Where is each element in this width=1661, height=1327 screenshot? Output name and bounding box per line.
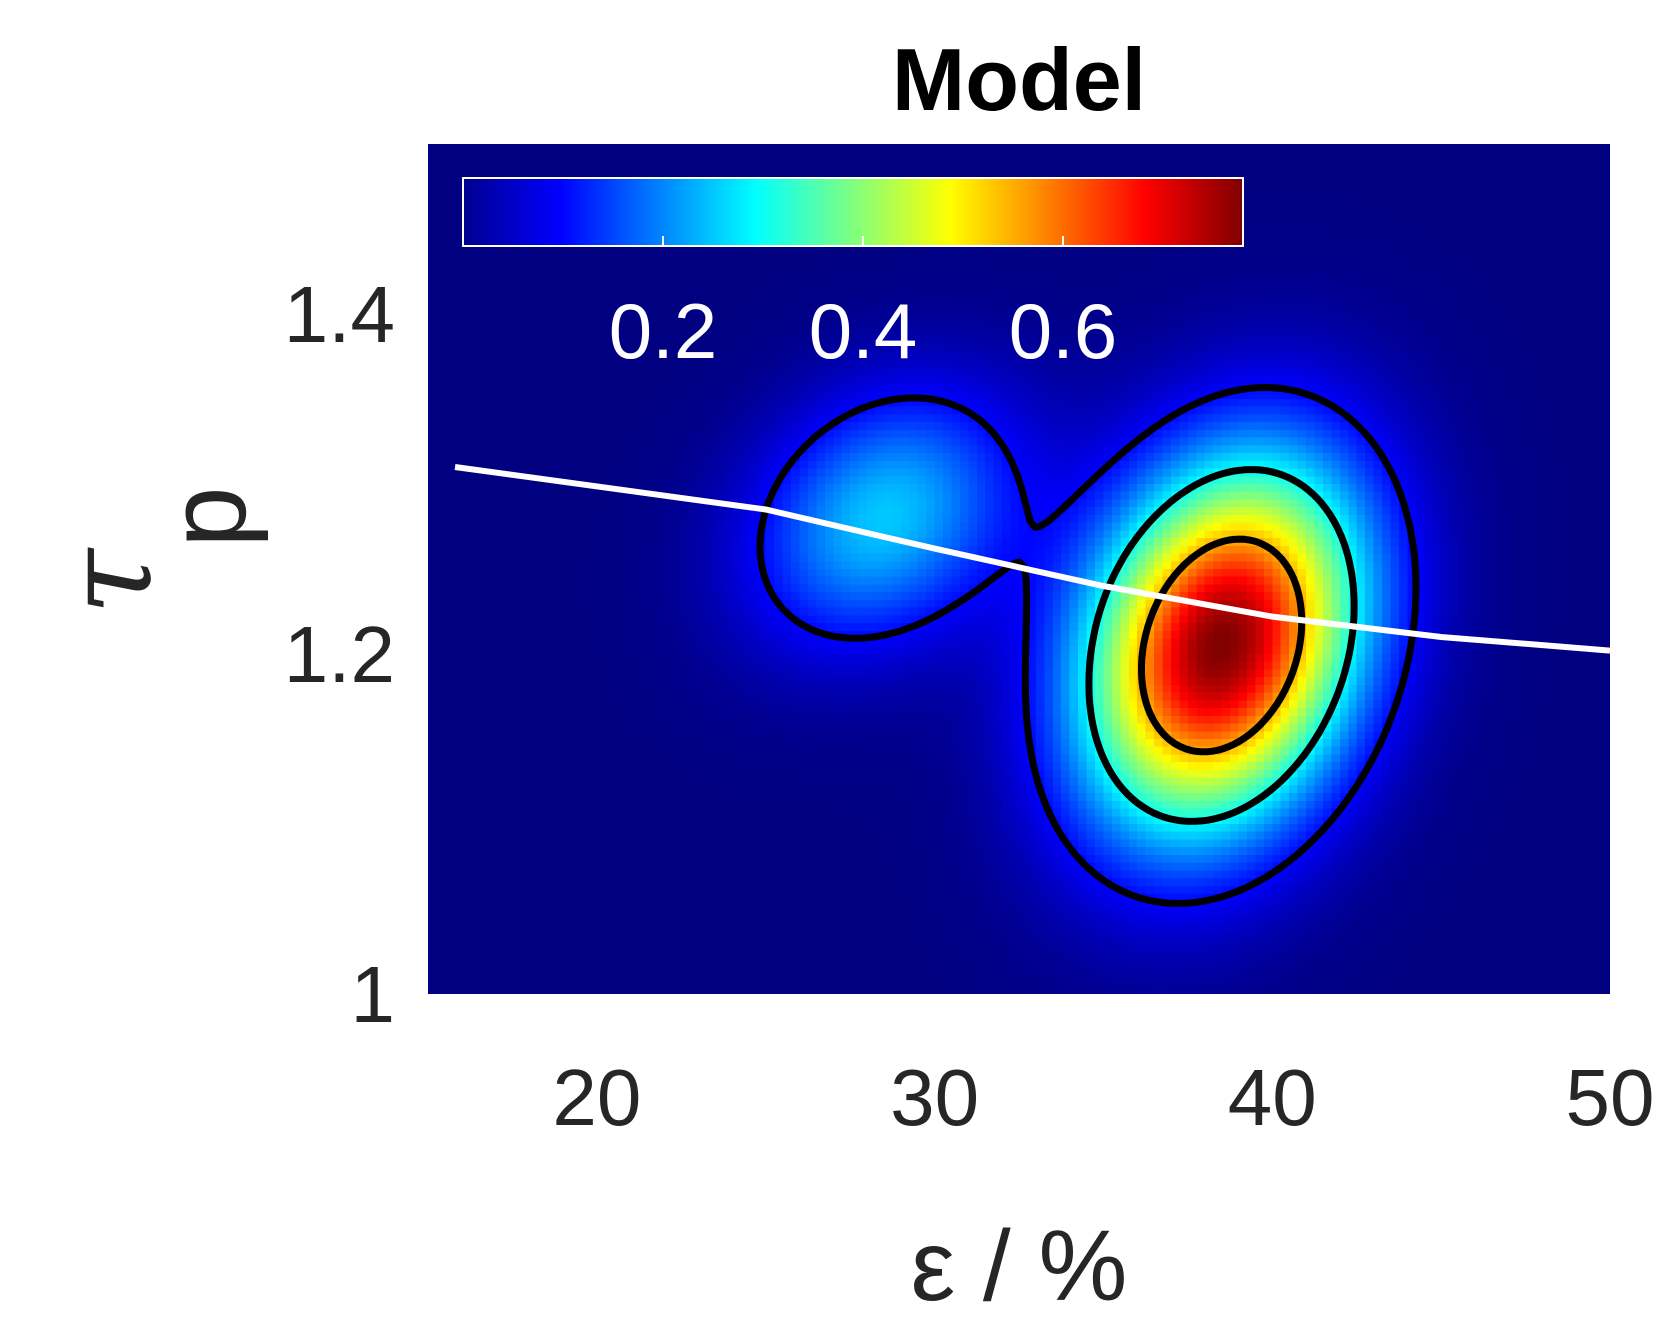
y-axis-label: τ p	[40, 486, 269, 615]
y-axis-label-symbol: τ	[40, 547, 179, 615]
x-axis-label: ε / %	[911, 1210, 1128, 1322]
x-tick-label: 40	[1228, 1053, 1317, 1142]
chart-title: Model	[892, 30, 1146, 129]
contour-level-2	[1085, 466, 1358, 825]
x-tick-label: 20	[552, 1053, 641, 1142]
y-tick-label: 1.2	[284, 610, 395, 699]
contour-level-3	[1138, 535, 1306, 756]
colorbar: 0.2 0.4 0.6	[462, 177, 1244, 375]
colorbar-tick-label: 0.6	[1009, 287, 1117, 375]
colorbar-tick-label: 0.4	[809, 287, 917, 375]
x-tick-label: 50	[1566, 1053, 1655, 1142]
x-axis: 20 30 40 50	[552, 1053, 1654, 1142]
colorbar-gradient	[462, 177, 1244, 247]
y-tick-label: 1.4	[284, 270, 395, 359]
y-axis-label-subscript: p	[146, 486, 269, 547]
x-tick-label: 30	[890, 1053, 979, 1142]
y-tick-label: 1	[351, 950, 396, 1039]
density-contours	[756, 384, 1420, 907]
colorbar-tick-label: 0.2	[609, 287, 717, 375]
fit-line	[454, 464, 1611, 654]
y-axis: 1 1.2 1.4	[284, 270, 395, 1039]
contour-level-1	[756, 384, 1420, 907]
